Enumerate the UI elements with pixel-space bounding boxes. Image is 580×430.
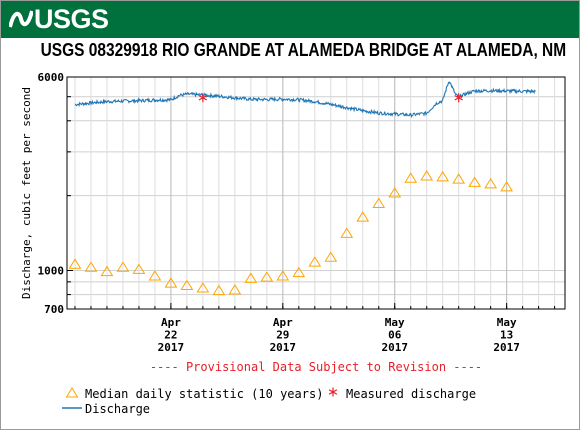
median-point [180, 279, 194, 291]
median-point [212, 284, 226, 296]
x-tick-label: Apr [273, 316, 293, 329]
x-tick-label: 22 [164, 329, 177, 342]
legend-median-label: Median daily statistic (10 years) [85, 387, 323, 401]
median-point [324, 251, 338, 262]
chart-title: USGS 08329918 RIO GRANDE AT ALAMEDA BRID… [40, 40, 567, 60]
median-point [84, 261, 98, 272]
plot-area [66, 76, 566, 310]
y-tick-label: 700 [44, 303, 64, 316]
median-point [116, 261, 130, 272]
median-point [164, 277, 178, 288]
median-point [484, 177, 498, 189]
measured-point [454, 93, 463, 103]
median-point [196, 282, 210, 293]
median-point [452, 173, 466, 184]
median-point [404, 172, 418, 183]
discharge-line [74, 81, 536, 118]
x-tick-label: 06 [388, 329, 402, 342]
provisional-note: ---- Provisional Data Subject to Revisio… [150, 360, 482, 374]
x-tick-label: 13 [500, 329, 513, 342]
median-point [276, 270, 290, 281]
median-point [132, 263, 146, 274]
header-banner: USGS [1, 1, 579, 38]
axis-ticks: 60001000700Apr222017Apr292017May062017Ma… [38, 71, 556, 354]
y-axis-label: Discharge, cubic feet per second [20, 87, 33, 299]
x-tick-label: 2017 [493, 341, 520, 354]
y-tick-label: 1000 [38, 264, 65, 277]
x-tick-label: Apr [161, 316, 181, 329]
median-point [420, 169, 434, 181]
median-point [340, 227, 354, 238]
legend-median-marker [65, 387, 79, 398]
median-point [388, 187, 402, 198]
legend-measured-label: Measured discharge [346, 387, 476, 401]
x-tick-label: 2017 [381, 341, 408, 354]
measured-point [198, 93, 208, 103]
median-point [68, 258, 82, 269]
x-tick-label: May [385, 316, 405, 329]
median-point [436, 170, 450, 182]
grid [67, 76, 565, 310]
median-point [148, 270, 162, 281]
median-point [244, 272, 258, 283]
median-point [500, 180, 514, 192]
median-point [356, 211, 370, 222]
x-tick-label: 2017 [270, 341, 297, 354]
y-tick-label: 6000 [38, 71, 65, 84]
legend: Median daily statistic (10 years) Measur… [62, 387, 476, 416]
median-point [372, 197, 386, 208]
median-point [228, 283, 242, 295]
median-point [468, 176, 482, 187]
x-tick-label: May [497, 316, 517, 329]
usgs-logo-icon [9, 10, 33, 28]
median-point [308, 256, 322, 267]
legend-discharge-label: Discharge [85, 402, 150, 416]
median-point [292, 266, 306, 278]
median-point [100, 265, 114, 277]
x-tick-label: 29 [276, 329, 289, 342]
median-point [260, 271, 274, 282]
x-tick-label: 2017 [158, 341, 185, 354]
data-marks [68, 81, 536, 296]
legend-measured-marker [328, 387, 338, 397]
usgs-logo-text: USGS [34, 4, 109, 34]
